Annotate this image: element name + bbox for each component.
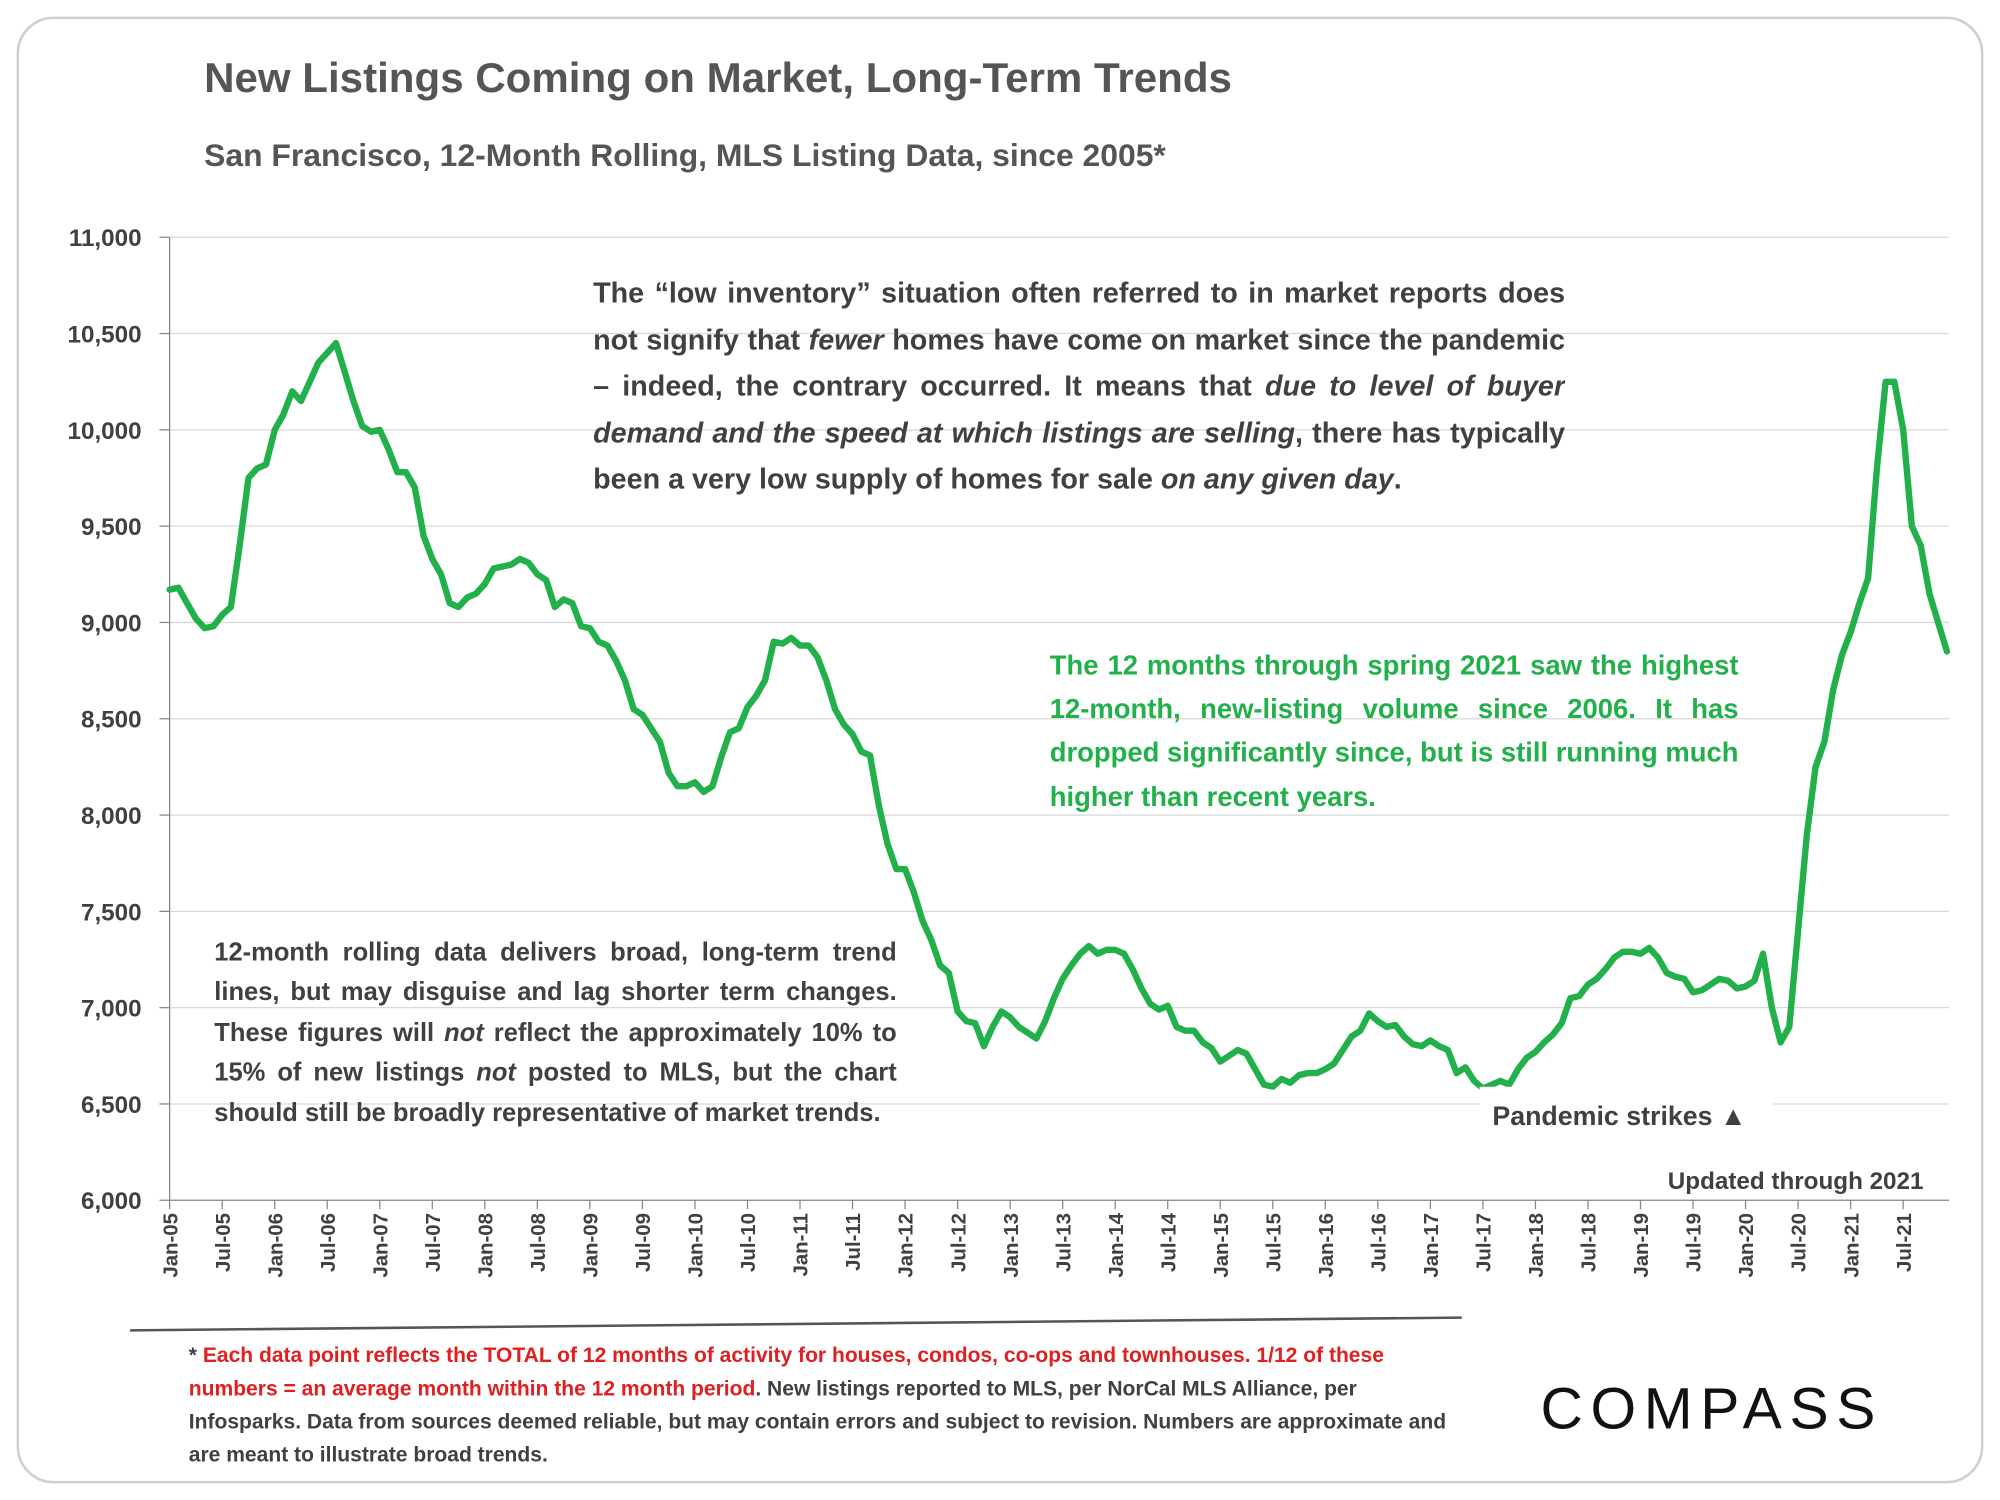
text-run: homes have come on market since the pand… <box>593 323 1566 403</box>
y-tick-label: 11,000 <box>69 225 142 252</box>
x-tick-label: Jan-21 <box>1841 1213 1863 1278</box>
x-tick-label: Jan-11 <box>791 1213 813 1276</box>
footnote-rule <box>130 1316 1462 1332</box>
x-tick-label: Jul-12 <box>948 1213 970 1272</box>
text-run: The “low inventory” situation often refe… <box>593 276 1566 356</box>
y-tick-label: 6,500 <box>81 1092 142 1119</box>
annotation: The 12 months through spring 2021 saw th… <box>1050 644 1739 819</box>
annotation-text: The 12 months through spring 2021 saw th… <box>1050 644 1739 819</box>
footnote-run: * <box>188 1344 203 1368</box>
x-tick-label: Jul-15 <box>1263 1213 1285 1272</box>
y-tick-label: 8,500 <box>81 707 142 734</box>
x-tick-label: Jul-18 <box>1579 1213 1601 1272</box>
x-tick-label: Jul-21 <box>1894 1213 1916 1272</box>
x-tick-label: Jan-05 <box>160 1213 182 1278</box>
text-run: not <box>476 1058 516 1088</box>
x-tick-label: Jul-09 <box>633 1213 655 1272</box>
annotation-text: 12-month rolling data delivers broad, lo… <box>214 934 896 1134</box>
x-tick-label: Jul-17 <box>1474 1213 1496 1272</box>
x-tick-label: Jul-06 <box>318 1213 340 1272</box>
x-tick-label: Jul-07 <box>423 1213 445 1272</box>
text-run: fewer <box>808 323 884 356</box>
x-tick-label: Jan-09 <box>581 1213 603 1278</box>
chart-subtitle: San Francisco, 12-Month Rolling, MLS Lis… <box>204 137 1166 173</box>
x-tick-label: Jan-13 <box>1001 1213 1023 1278</box>
x-tick-label: Jan-07 <box>370 1213 392 1278</box>
footnote-run: . New listings reported to MLS, per NorC… <box>188 1377 1447 1467</box>
x-tick-label: Jan-12 <box>896 1213 918 1278</box>
footnote-text: * Each data point reflects the TOTAL of … <box>189 1339 1452 1472</box>
text-run: . <box>1393 463 1402 496</box>
chart-title: New Listings Coming on Market, Long-Term… <box>204 54 1232 101</box>
text-run: , there has typically been a very low su… <box>593 416 1566 496</box>
y-tick-label: 7,500 <box>81 899 142 926</box>
x-tick-label: Jan-18 <box>1526 1213 1548 1278</box>
x-tick-label: Jan-14 <box>1106 1212 1128 1277</box>
text-run: not <box>444 1018 484 1047</box>
y-tick-label: 9,500 <box>81 514 142 541</box>
y-tick-label: 7,000 <box>81 996 142 1023</box>
x-tick-label: Jul-05 <box>213 1213 235 1272</box>
x-tick-label: Jul-11 <box>843 1213 865 1271</box>
x-tick-label: Jul-10 <box>738 1213 760 1272</box>
text-run: posted to MLS, but the chart should stil… <box>214 1058 897 1128</box>
event-label: Pandemic strikes ▲ <box>1492 1101 1746 1131</box>
annotation-text: The “low inventory” situation often refe… <box>593 270 1565 503</box>
x-tick-label: Jul-20 <box>1789 1213 1811 1272</box>
x-tick-label: Jan-10 <box>686 1213 708 1278</box>
footnote: * Each data point reflects the TOTAL of … <box>189 1339 1452 1472</box>
footnote-run: Each data point reflects the TOTAL of 12… <box>188 1344 1384 1401</box>
x-tick-label: Jul-13 <box>1053 1213 1075 1272</box>
annotation: The “low inventory” situation often refe… <box>593 270 1565 503</box>
label-bg <box>1479 1086 1773 1138</box>
text-run: on any given day <box>1160 463 1394 496</box>
y-tick-label: 8,000 <box>81 803 142 830</box>
data-line <box>166 339 1951 1092</box>
x-tick-label: Jan-17 <box>1421 1213 1443 1278</box>
y-tick-label: 9,000 <box>81 610 142 637</box>
text-run: 12-month rolling data delivers broad, lo… <box>214 938 897 1047</box>
x-tick-label: Jul-19 <box>1684 1213 1706 1272</box>
y-tick-label: 10,000 <box>68 418 142 445</box>
x-tick-label: Jan-16 <box>1316 1213 1338 1278</box>
annotation: 12-month rolling data delivers broad, lo… <box>214 934 896 1134</box>
text-run: due to level of buyer demand and the spe… <box>593 370 1566 449</box>
x-tick-label: Jul-14 <box>1158 1212 1180 1272</box>
logo: COMPASS <box>1540 1377 1883 1442</box>
x-tick-label: Jan-20 <box>1736 1213 1758 1278</box>
x-tick-label: Jul-16 <box>1369 1213 1391 1272</box>
x-tick-label: Jan-19 <box>1631 1213 1653 1278</box>
text-run: The 12 months through spring 2021 saw th… <box>1049 650 1739 813</box>
x-tick-label: Jan-08 <box>475 1213 497 1278</box>
x-tick-label: Jan-15 <box>1211 1213 1233 1278</box>
y-tick-label: 6,000 <box>81 1188 142 1215</box>
updated-label: Updated through 2021 <box>1668 1168 1924 1195</box>
x-tick-label: Jan-06 <box>265 1213 287 1278</box>
y-tick-label: 10,500 <box>68 321 142 348</box>
text-run: reflect the approximately 10% to 15% of … <box>214 1018 897 1088</box>
x-tick-label: Jul-08 <box>528 1213 550 1272</box>
